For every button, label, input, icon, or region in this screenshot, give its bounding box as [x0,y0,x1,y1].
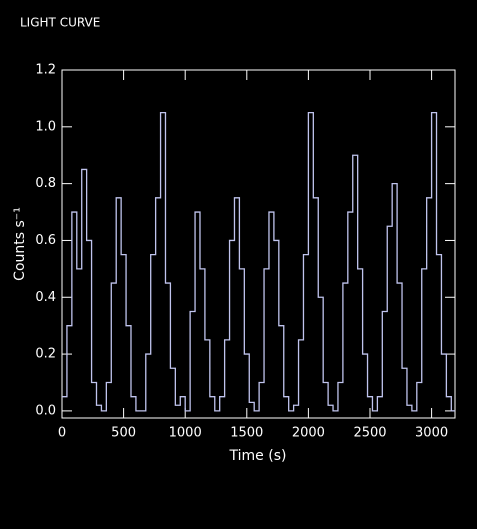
light-curve [62,111,455,412]
plot-frame [61,69,456,419]
y-tick-label: 0.6 [35,233,56,248]
x-tick-label: 2000 [292,426,325,441]
x-tick-label: 0 [58,426,66,441]
x-tick-label: 3000 [415,426,448,441]
y-tick-label: 0.0 [35,403,56,418]
y-tick-label: 1.2 [35,63,56,78]
chart-title: LIGHT CURVE [20,16,100,30]
y-tick-label: 1.0 [35,119,56,134]
x-axis-label: Time (s) [229,448,287,464]
y-tick-label: 0.8 [35,176,56,191]
x-tick-label: 1000 [169,426,202,441]
x-tick-label: 1500 [230,426,263,441]
x-tick-label: 500 [111,426,136,441]
x-tick-label: 2500 [353,426,386,441]
y-tick-label: 0.2 [35,347,56,362]
y-axis-label: Counts s⁻¹ [12,207,28,281]
y-tick-label: 0.4 [35,290,56,305]
